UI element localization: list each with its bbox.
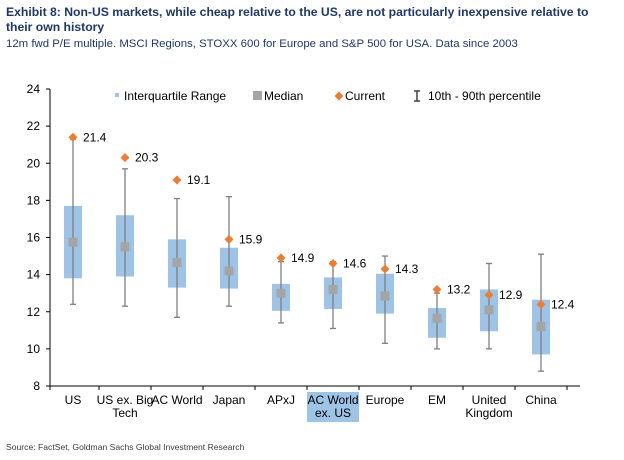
- current-value-label: 15.9: [239, 232, 263, 246]
- median-marker: [536, 322, 546, 332]
- x-category-label: US ex. Big: [97, 393, 154, 407]
- current-marker: [484, 290, 494, 300]
- median-marker: [224, 266, 234, 276]
- x-axis: [49, 385, 580, 390]
- category-label-highlight: [307, 392, 359, 422]
- legend-label: Interquartile Range: [124, 89, 226, 103]
- category-group: Europe 14.3: [366, 255, 419, 407]
- x-category-label: US: [65, 393, 82, 407]
- median-marker: [432, 313, 442, 323]
- chart-subtitle: 12m fwd P/E multiple. MSCI Regions, STOX…: [6, 38, 518, 50]
- current-marker: [432, 284, 442, 294]
- category-group: AC World 19.1: [151, 173, 210, 407]
- category-group: US 21.4: [64, 130, 107, 407]
- legend-label: 10th - 90th percentile: [428, 89, 541, 103]
- y-tick-label: 20: [27, 156, 41, 170]
- current-marker: [172, 175, 182, 185]
- current-value-label: 12.4: [551, 297, 575, 311]
- category-group: APxJ 14.9: [267, 251, 315, 407]
- y-tick-label: 22: [27, 119, 41, 133]
- current-marker: [224, 234, 234, 244]
- legend-item-current: Current: [334, 89, 386, 103]
- y-tick-label: 12: [27, 305, 41, 319]
- x-category-label: Europe: [366, 393, 405, 407]
- current-value-label: 12.9: [499, 288, 523, 302]
- current-value-label: 14.9: [291, 251, 315, 265]
- category-group: EM 13.2: [428, 282, 471, 407]
- current-marker: [120, 153, 130, 163]
- y-tick-label: 10: [27, 342, 41, 356]
- current-value-label: 19.1: [187, 173, 211, 187]
- category-group: Japan 15.9: [213, 196, 263, 407]
- y-tick-label: 8: [33, 379, 40, 393]
- x-category-label: United: [472, 393, 507, 407]
- median-marker: [120, 242, 130, 252]
- current-value-label: 14.6: [343, 256, 367, 270]
- current-marker: [536, 299, 546, 309]
- y-tick-label: 16: [27, 231, 41, 245]
- y-tick-label: 24: [27, 82, 41, 96]
- x-category-label: China: [525, 393, 557, 407]
- x-category-label: AC World: [151, 393, 202, 407]
- x-category-label: APxJ: [267, 393, 295, 407]
- x-category-label: EM: [428, 393, 446, 407]
- legend-iqr-swatch: [115, 93, 119, 97]
- current-marker: [328, 258, 338, 268]
- y-tick-label: 18: [27, 193, 41, 207]
- current-marker: [68, 132, 78, 142]
- current-value-label: 21.4: [83, 130, 107, 144]
- x-category-label: AC World: [307, 393, 358, 407]
- median-marker: [328, 284, 338, 294]
- x-category-label: Japan: [213, 393, 246, 407]
- legend-median-swatch: [253, 91, 262, 100]
- legend-item-iqr: Interquartile Range: [115, 89, 226, 103]
- legend-item-median: Median: [253, 89, 303, 103]
- median-marker: [172, 258, 182, 268]
- current-value-label: 14.3: [395, 262, 419, 276]
- current-marker: [276, 253, 286, 263]
- legend-label: Median: [264, 89, 303, 103]
- x-category-label: ex. US: [315, 406, 351, 420]
- y-axis: 8 10 12 14 16 18 20 22 24: [27, 82, 51, 393]
- current-marker: [380, 264, 390, 274]
- category-group: China 12.4: [525, 253, 575, 407]
- median-marker: [68, 237, 78, 247]
- legend-label: Current: [345, 89, 386, 103]
- current-value-label: 20.3: [135, 151, 159, 165]
- legend-current-swatch: [334, 91, 344, 101]
- chart-title: Exhibit 8: Non-US markets, while cheap r…: [6, 5, 589, 34]
- current-value-label: 13.2: [447, 282, 471, 296]
- median-marker: [380, 291, 390, 301]
- legend-item-range: 10th - 90th percentile: [414, 89, 541, 103]
- legend: Interquartile Range Median Current 10th - 9…: [115, 89, 541, 103]
- x-category-label: Tech: [112, 406, 137, 420]
- median-marker: [276, 288, 286, 298]
- median-marker: [484, 305, 494, 315]
- y-tick-label: 14: [27, 268, 41, 282]
- x-category-label: Kingdom: [465, 406, 512, 420]
- source-note: Source: FactSet, Goldman Sachs Global In…: [6, 442, 245, 452]
